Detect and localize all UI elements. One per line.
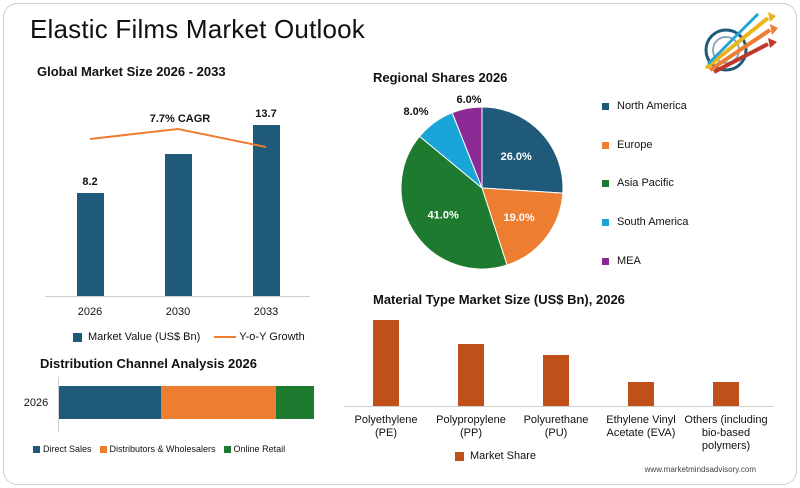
pie-label-asia-pacific: 41.0% <box>428 209 459 221</box>
x-tick-label-material-pp: Polypropylene (PP) <box>436 414 506 439</box>
pie-slice-mea <box>451 106 483 189</box>
distribution-stacked-bar <box>59 386 314 419</box>
bar-material-pu <box>543 355 569 406</box>
material-type-chart: Polyethylene (PE) Polypropylene (PP) Polyure… <box>340 300 790 470</box>
legend-swatch-europe <box>602 141 609 149</box>
legend-swatch-south-america <box>602 218 609 226</box>
bar-material-eva <box>628 381 654 406</box>
segment-online-retail <box>275 386 314 419</box>
distribution-legend: Direct Sales Distributors & Wholesalers … <box>33 444 285 454</box>
legend-label-south-america: South America <box>617 216 689 228</box>
material-legend: Market Share <box>455 450 536 462</box>
legend-swatch-asia-pacific <box>602 179 609 187</box>
bar-material-pp <box>458 344 484 406</box>
legend-label-mea: MEA <box>617 255 641 267</box>
pie-label-north-america: 26.0% <box>501 151 532 163</box>
x-tick-label-material-eva: Ethylene Vinyl Acetate (EVA) <box>606 414 676 439</box>
legend-label-online-retail: Online Retail <box>233 444 286 454</box>
legend-swatch-market-share <box>455 451 464 461</box>
legend-item-mea: MEA <box>602 255 641 267</box>
legend-swatch-north-america <box>602 102 609 110</box>
legend-label-asia-pacific: Asia Pacific <box>617 177 674 189</box>
global-legend: Market Value (US$ Bn) Y-o-Y Growth <box>73 331 305 343</box>
regional-pie-chart: 26.0% 19.0% 41.0% <box>400 106 564 270</box>
material-x-axis-line <box>344 406 774 407</box>
x-tick-label-material-pu: Polyurethane (PU) <box>523 414 589 439</box>
bar-2030 <box>165 154 192 296</box>
legend-item-north-america: North America <box>602 100 687 112</box>
legend-label-north-america: North America <box>617 100 687 112</box>
material-chart-title: Material Type Market Size (US$ Bn), 2026 <box>373 292 625 307</box>
legend-label-market-share: Market Share <box>470 450 537 462</box>
pie-slice-north-america <box>481 106 564 194</box>
legend-swatch-direct-sales <box>33 445 40 453</box>
pie-label-mea: 6.0% <box>456 94 482 106</box>
pie-label-south-america: 8.0% <box>403 106 429 118</box>
bar-material-pe <box>373 320 399 406</box>
page-title: Elastic Films Market Outlook <box>30 14 366 44</box>
x-tick-label-material-others: Others (including bio-based polymers) <box>684 414 768 452</box>
legend-label-market-value: Market Value (US$ Bn) <box>88 331 201 343</box>
legend-swatch-market-value <box>73 332 82 342</box>
pie-slice-asia-pacific <box>400 135 508 270</box>
legend-swatch-online-retail <box>223 445 231 453</box>
bar-material-others <box>713 381 739 406</box>
global-market-chart: 8.2 13.7 7.7% CAGR 2026 2030 2033 <box>20 80 320 330</box>
logo-icon <box>704 12 778 74</box>
x-tick-label-2026: 2026 <box>77 306 103 318</box>
bar-value-label-2033: 13.7 <box>255 108 277 120</box>
regional-chart-title: Regional Shares 2026 <box>373 70 508 85</box>
legend-swatch-mea <box>602 257 609 265</box>
bar-2026 <box>77 193 104 296</box>
global-chart-title: Global Market Size 2026 - 2033 <box>37 64 226 79</box>
distribution-axis-line <box>58 377 59 432</box>
x-axis-line <box>45 296 310 297</box>
pie-slice-europe <box>481 187 564 266</box>
legend-label-europe: Europe <box>617 139 653 151</box>
x-tick-label-2030: 2030 <box>165 306 191 318</box>
legend-item-asia-pacific: Asia Pacific <box>602 177 674 189</box>
legend-item-europe: Europe <box>602 139 652 151</box>
legend-swatch-yoy-growth <box>214 336 237 338</box>
pie-label-europe: 19.0% <box>504 212 535 224</box>
distribution-category-label: 2026 <box>23 397 49 409</box>
yoy-growth-line <box>89 127 267 148</box>
legend-item-south-america: South America <box>602 216 689 228</box>
legend-label-direct-sales: Direct Sales <box>43 444 92 454</box>
segment-direct-sales <box>59 386 161 419</box>
legend-label-yoy-growth: Y-o-Y Growth <box>239 331 305 343</box>
x-tick-label-material-pe: Polyethylene (PE) <box>354 414 418 439</box>
bar-2033 <box>253 125 280 296</box>
distribution-chart-title: Distribution Channel Analysis 2026 <box>40 356 257 371</box>
cagr-annotation: 7.7% CAGR <box>149 113 211 125</box>
x-tick-label-2033: 2033 <box>253 306 279 318</box>
segment-distributors-wholesalers <box>161 386 276 419</box>
legend-label-distributors: Distributors & Wholesalers <box>109 444 216 454</box>
footer-website: www.marketmindsadvisory.com <box>644 465 756 474</box>
legend-swatch-distributors <box>99 445 107 453</box>
bar-value-label-2026: 8.2 <box>82 176 98 188</box>
